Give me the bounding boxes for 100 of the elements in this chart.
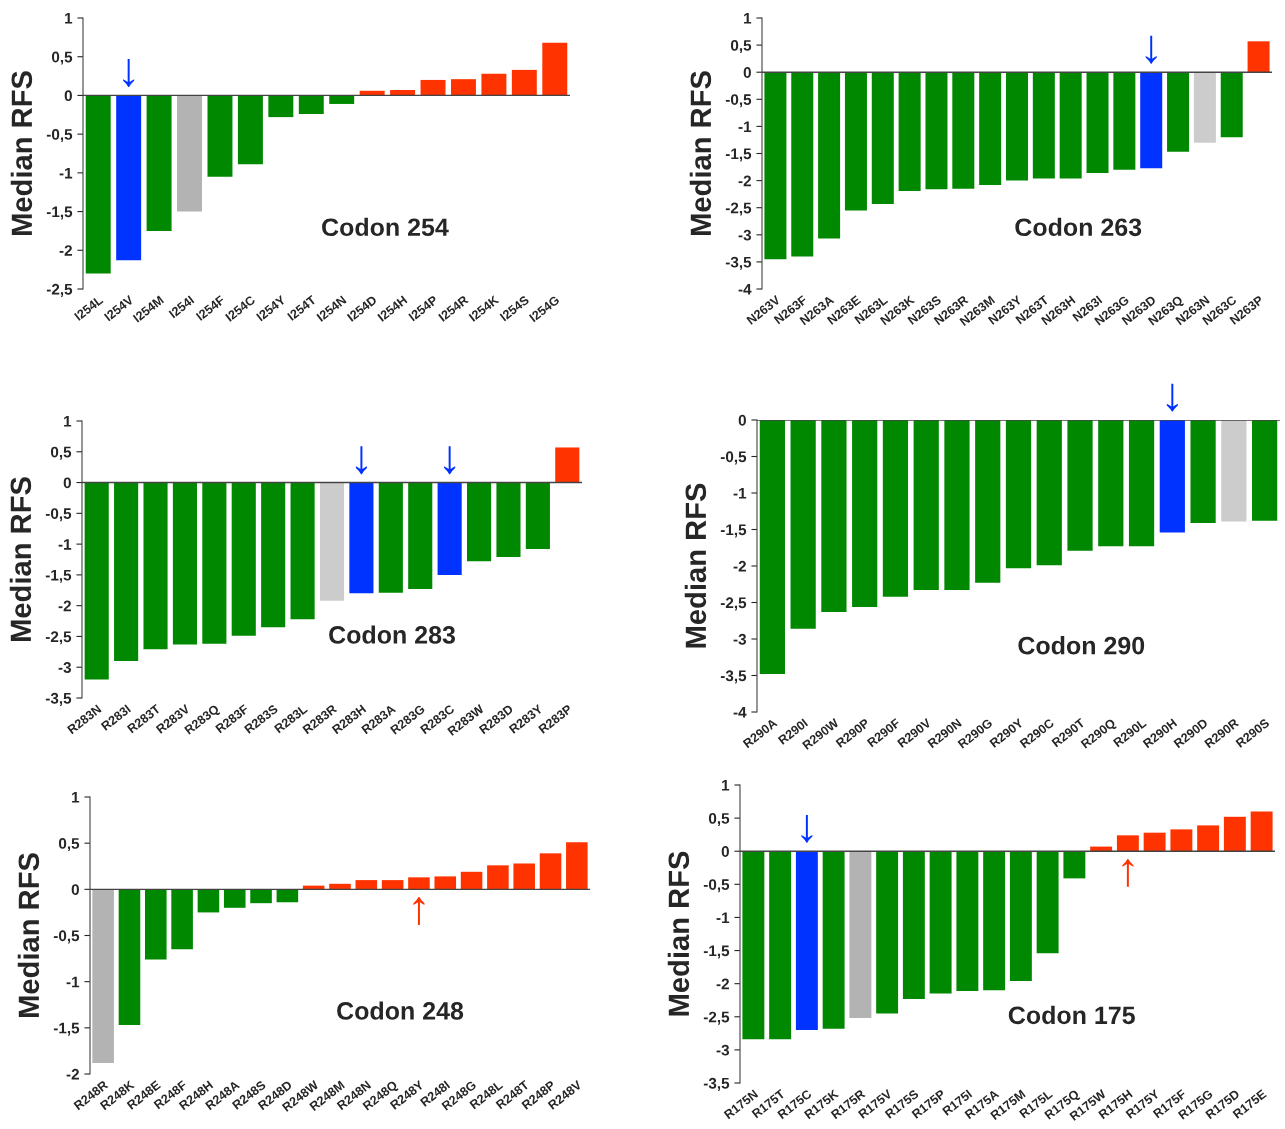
- y-tick-label: -2: [58, 600, 71, 612]
- y-tick-label: 0,5: [730, 39, 752, 53]
- y-tick-label: 1: [722, 780, 730, 791]
- bar: [795, 851, 818, 1031]
- y-tick-label: -2: [59, 245, 72, 256]
- bar: [956, 851, 979, 991]
- bar: [250, 889, 272, 904]
- y-tick-label: 0,5: [708, 812, 730, 827]
- bar: [381, 880, 404, 890]
- bar: [1063, 851, 1086, 879]
- text: Codon 175: [1008, 1005, 1135, 1025]
- y-tick-label: 1: [65, 13, 73, 24]
- bar: [983, 851, 1006, 991]
- y-tick-label: 0: [71, 884, 79, 896]
- bar: [1009, 851, 1032, 982]
- text: Codon 254: [322, 217, 449, 237]
- y-axis-title: Median RFS: [17, 853, 40, 1017]
- y-tick-label: -2: [66, 1068, 79, 1080]
- y-tick-label: -2: [733, 560, 746, 572]
- y-axis-title: Median RFS: [684, 483, 707, 648]
- bar: [1197, 825, 1220, 852]
- y-tick-label: 0: [721, 846, 729, 857]
- bar: [171, 889, 193, 950]
- bar: [539, 853, 562, 890]
- y-axis-title: Median RFS: [667, 851, 690, 1016]
- bar: [177, 95, 203, 212]
- y-axis-title: Median RFS: [9, 477, 32, 641]
- bar: [1143, 832, 1166, 852]
- bar: [434, 876, 457, 890]
- bar: [298, 95, 324, 115]
- bar: [481, 73, 507, 96]
- y-tick-label: -0,5: [703, 879, 730, 893]
- bar: [511, 69, 537, 96]
- y-tick-label: -1: [738, 121, 752, 132]
- y-tick-label: -3,5: [720, 670, 747, 684]
- bar: [329, 883, 351, 890]
- y-tick-label: -1: [66, 976, 80, 988]
- bar: [118, 889, 141, 1026]
- bar: [146, 95, 172, 231]
- y-tick-label: 0,5: [50, 446, 72, 460]
- y-tick-label: 0,5: [58, 838, 80, 852]
- y-tick-label: 0: [743, 67, 751, 78]
- y-tick-label: 1: [72, 792, 80, 803]
- bar: [769, 851, 792, 1040]
- annotation: ↓: [1145, 35, 1157, 64]
- y-tick-label: 0: [63, 477, 71, 489]
- bar: [1250, 811, 1273, 852]
- y-tick-label: -1,5: [720, 524, 747, 538]
- y-tick-label: -2: [738, 175, 751, 187]
- annotation: ↑: [413, 897, 425, 925]
- y-tick-label: 0: [738, 414, 746, 426]
- y-tick-label: -1,5: [725, 148, 752, 162]
- bar: [487, 865, 509, 890]
- y-tick-label: 1: [64, 416, 72, 427]
- y-tick-label: -0,5: [720, 451, 747, 465]
- bar: [742, 851, 765, 1040]
- bar: [450, 79, 476, 96]
- bar: [460, 871, 483, 890]
- bar: [237, 95, 263, 165]
- y-tick-label: -3: [738, 229, 752, 241]
- bar: [1116, 835, 1139, 852]
- bar: [542, 42, 568, 96]
- y-tick-label: -2,5: [703, 1011, 730, 1025]
- bar: [849, 851, 872, 1019]
- y-tick-label: -1: [716, 912, 730, 923]
- bar: [85, 95, 111, 274]
- text: Codon 248: [337, 1001, 464, 1020]
- text: Codon 283: [329, 625, 455, 644]
- y-tick-label: 1: [744, 13, 752, 24]
- y-tick-label: -0,5: [53, 930, 80, 944]
- bar: [92, 889, 114, 1063]
- y-tick-label: -1,5: [46, 206, 73, 220]
- bar: [390, 90, 416, 96]
- bar: [876, 851, 899, 1014]
- y-tick-label: -3: [733, 633, 747, 645]
- annotation: ↓: [355, 446, 367, 475]
- y-tick-label: -3: [716, 1044, 730, 1056]
- bar: [1036, 851, 1059, 954]
- y-axis-title: Median RFS: [10, 71, 33, 235]
- y-tick-label: -3,5: [45, 692, 72, 706]
- bar: [566, 842, 588, 890]
- y-tick-label: -4: [733, 707, 747, 718]
- annotation: ↑: [1122, 858, 1134, 887]
- y-tick-label: -3,5: [703, 1077, 730, 1091]
- y-tick-label: -0,5: [725, 94, 752, 108]
- bar: [420, 79, 446, 96]
- y-tick-label: -4: [738, 284, 752, 295]
- bar: [116, 95, 142, 261]
- y-tick-label: -1,5: [53, 1022, 80, 1036]
- y-tick-label: -2,5: [45, 631, 72, 645]
- annotation: ↓: [801, 814, 813, 843]
- bar: [207, 95, 233, 177]
- y-tick-label: -1,5: [45, 569, 72, 583]
- y-tick-label: -3,5: [725, 256, 752, 270]
- y-tick-label: -1: [58, 539, 72, 550]
- y-tick-label: 0,5: [51, 51, 73, 65]
- y-tick-label: -2,5: [725, 202, 752, 216]
- bar: [355, 880, 378, 890]
- y-tick-label: -2: [716, 978, 729, 990]
- bar: [408, 877, 430, 890]
